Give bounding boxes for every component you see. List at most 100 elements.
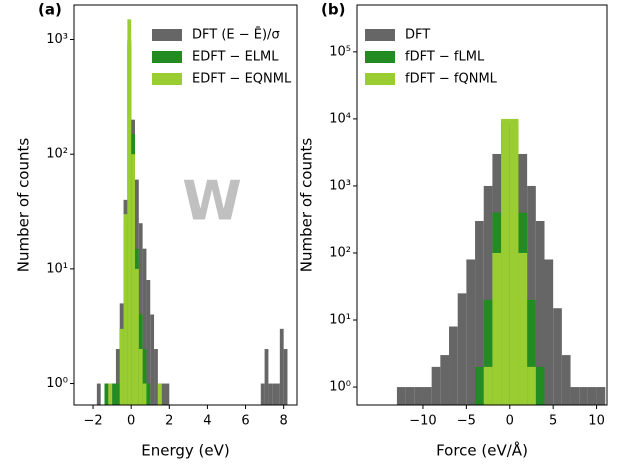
axes-frame <box>356 4 608 406</box>
histogram-bar <box>119 328 124 405</box>
x-tick-label: 5 <box>549 414 557 429</box>
x-tick-label: 10 <box>588 414 605 429</box>
x-axis-label: Force (eV/Å) <box>436 441 528 460</box>
histogram-bar <box>535 366 545 405</box>
histogram-bar <box>279 328 284 405</box>
y-axis-label: Number of counts <box>15 138 33 273</box>
histogram-bar <box>131 154 135 405</box>
histogram-bar <box>272 383 277 405</box>
legend-swatch <box>365 51 395 63</box>
histogram-bar <box>161 383 166 405</box>
histogram-bar <box>579 387 588 405</box>
y-tick-label: 10⁵ <box>329 44 351 59</box>
histogram-bar <box>527 299 536 405</box>
histogram-bar <box>544 259 554 405</box>
histogram-bar <box>115 349 120 405</box>
y-tick-label: 10³ <box>46 32 68 47</box>
y-tick-label: 10⁰ <box>46 376 68 391</box>
histogram-bar <box>276 383 280 405</box>
y-tick-label: 10³ <box>329 178 351 193</box>
x-axis-label: Energy (eV) <box>141 442 229 460</box>
panel-label: (b) <box>321 1 345 19</box>
histogram-bar <box>527 366 536 405</box>
legend-label: DFT <box>405 28 430 43</box>
legend-label: fDFT − fLML <box>405 50 485 65</box>
histogram-bar <box>138 223 143 405</box>
y-tick-label: 10² <box>46 147 68 162</box>
histogram-bar <box>405 387 415 405</box>
histogram-bar <box>518 252 528 405</box>
histogram-bar <box>150 314 155 405</box>
histogram-bar <box>264 349 269 405</box>
histogram-bar <box>527 185 536 405</box>
histogram-bar <box>165 383 170 405</box>
x-tick-label: −10 <box>409 414 436 429</box>
histogram-bar <box>509 118 519 405</box>
x-tick-label: 6 <box>241 414 249 429</box>
histogram-bar <box>466 259 476 405</box>
x-tick-label: −2 <box>83 414 102 429</box>
histogram-bar <box>483 185 493 405</box>
y-axis-label: Number of counts <box>298 138 316 273</box>
histogram-bar <box>104 383 109 405</box>
histogram-bar <box>146 383 151 405</box>
legend-swatch <box>152 51 182 63</box>
histogram-bar <box>127 19 132 405</box>
legend-swatch <box>365 73 395 85</box>
histogram-bar <box>561 355 571 405</box>
histogram-bar <box>157 383 162 405</box>
watermark: W <box>182 170 242 233</box>
histogram-bar <box>112 383 116 405</box>
axes-frame <box>73 4 298 406</box>
y-tick-label: 10² <box>329 245 351 260</box>
x-tick-label: 0 <box>506 414 514 429</box>
histogram-bar <box>596 387 606 405</box>
y-tick-label: 10⁰ <box>329 380 351 395</box>
histogram-bar <box>96 383 101 405</box>
histogram-bar <box>535 220 545 405</box>
y-tick-label: 10¹ <box>46 261 68 276</box>
histogram-bar <box>115 383 120 405</box>
histogram-bar <box>414 387 423 405</box>
legend-swatch <box>152 73 182 85</box>
histogram-bar <box>570 387 580 405</box>
legend-label: DFT (E − Ē)/σ <box>192 28 280 43</box>
histogram-bar <box>483 299 493 405</box>
histogram-bar <box>142 349 147 405</box>
histogram-bar <box>457 293 467 405</box>
histogram-bar <box>553 308 562 405</box>
histogram-bar <box>501 118 510 405</box>
histogram-bar <box>142 383 147 405</box>
histogram-bar <box>146 279 151 405</box>
histogram-bar <box>475 366 484 405</box>
histogram-bar <box>142 248 147 405</box>
x-tick-label: 2 <box>165 414 173 429</box>
histogram-bar <box>440 355 450 405</box>
legend-label: EDFT − ELML <box>192 50 279 65</box>
histogram-bar <box>431 366 441 405</box>
histogram-bar <box>283 349 288 405</box>
histogram-bar <box>260 383 265 405</box>
panel-label: (a) <box>38 1 62 19</box>
histogram-bar <box>123 214 128 405</box>
histogram-bar <box>422 387 432 405</box>
legend-swatch <box>365 29 395 41</box>
x-tick-label: 4 <box>203 414 211 429</box>
histogram-bar <box>154 349 158 405</box>
histogram-bar <box>396 387 406 405</box>
x-tick-label: −5 <box>457 414 476 429</box>
histogram-bar <box>449 326 458 405</box>
legend-swatch <box>152 29 182 41</box>
y-tick-label: 10⁴ <box>329 111 351 126</box>
y-tick-label: 10¹ <box>329 313 351 328</box>
histogram-bar <box>483 366 493 405</box>
histogram-bar <box>587 387 597 405</box>
histogram-bar <box>268 383 273 405</box>
legend-label: fDFT − fQNML <box>405 72 498 87</box>
legend-label: EDFT − EQNML <box>192 72 292 87</box>
histogram-bar <box>108 383 113 405</box>
histogram-bar <box>134 268 139 405</box>
x-tick-label: 8 <box>280 414 288 429</box>
x-tick-label: 0 <box>127 414 135 429</box>
